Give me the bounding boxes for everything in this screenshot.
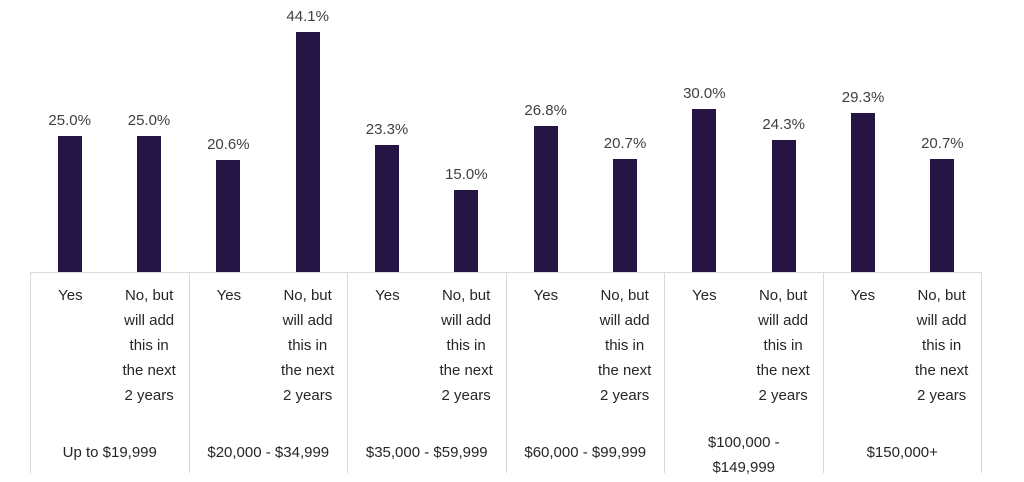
bar — [454, 190, 479, 272]
bar — [771, 139, 796, 272]
category-label-yes: Yes — [58, 287, 83, 304]
category-label-row: Yes No, but will add this in the next 2 y… — [31, 273, 189, 418]
income-group-label-wrap: $60,000 - $99,999 — [507, 418, 665, 465]
category-cell: Yes — [348, 283, 427, 418]
income-group-label-wrap: $20,000 - $34,999 — [190, 418, 348, 465]
bar-cell: 44.1% — [268, 0, 347, 272]
bar — [851, 112, 876, 272]
axis-group: Yes No, but will add this in the next 2 y… — [664, 273, 823, 476]
bar-cell: 24.3% — [744, 0, 823, 272]
income-group-label: $60,000 - $99,999 — [524, 444, 647, 461]
category-cell: No, but will add this in the next 2 year… — [902, 283, 981, 418]
category-cell: Yes — [507, 283, 586, 418]
bar — [692, 108, 717, 272]
category-cell: Yes — [190, 283, 269, 418]
category-cell: Yes — [665, 283, 744, 408]
income-group-label-wrap: $150,000+ — [824, 418, 982, 465]
data-label: 24.3% — [762, 115, 805, 133]
axis-group: Yes No, but will add this in the next 2 y… — [30, 273, 189, 473]
bar-group: 23.3% 15.0% — [347, 0, 506, 272]
category-label-yes: Yes — [692, 287, 717, 304]
category-cell: No, but will add this in the next 2 year… — [744, 283, 823, 408]
bar-cell: 25.0% — [109, 0, 188, 272]
category-label-no: No, but will add this in the next 2 year… — [756, 287, 810, 404]
category-label-no: No, but will add this in the next 2 year… — [122, 287, 176, 404]
data-label: 30.0% — [683, 84, 726, 102]
income-group-label-wrap: $100,000 - $149,999 — [665, 408, 823, 480]
category-cell: No, but will add this in the next 2 year… — [427, 283, 506, 418]
bar-group: 20.6% 44.1% — [189, 0, 348, 272]
data-label: 20.7% — [921, 135, 964, 153]
data-label: 20.7% — [603, 135, 647, 153]
bar-group: 30.0% 24.3% — [665, 0, 824, 272]
bar — [533, 126, 558, 272]
category-label-yes: Yes — [850, 287, 876, 304]
bar-group: 29.3% 20.7% — [823, 0, 982, 272]
data-label: 29.3% — [841, 88, 885, 106]
bar-cell: 25.0% — [30, 0, 109, 272]
category-cell: No, but will add this in the next 2 year… — [268, 283, 347, 418]
data-label: 44.1% — [286, 8, 329, 26]
category-label-row: Yes No, but will add this in the next 2 y… — [507, 273, 665, 418]
bar-cell: 23.3% — [347, 0, 426, 272]
data-label: 15.0% — [445, 166, 488, 184]
category-label-yes: Yes — [216, 287, 242, 304]
category-label-no: No, but will add this in the next 2 year… — [914, 287, 969, 404]
category-label-no: No, but will add this in the next 2 year… — [439, 287, 493, 404]
bar — [930, 159, 955, 272]
category-label-yes: Yes — [375, 287, 400, 304]
data-label: 25.0% — [127, 112, 171, 129]
category-cell: Yes — [31, 283, 110, 418]
income-group-label: Up to $19,999 — [62, 444, 157, 461]
axis-group: Yes No, but will add this in the next 2 y… — [188, 273, 348, 473]
bar-group: 26.8% 20.7% — [506, 0, 665, 272]
data-label: 26.8% — [524, 102, 567, 120]
income-group-label-wrap: Up to $19,999 — [31, 418, 189, 465]
axis-group: Yes No, but will add this in the next 2 y… — [505, 273, 665, 473]
bar-cell: 26.8% — [506, 0, 585, 272]
bar-cell: 20.6% — [189, 0, 268, 272]
bar — [295, 32, 320, 272]
category-label-row: Yes No, but will add this in the next 2 y… — [190, 273, 348, 418]
bar-group: 25.0% 25.0% — [30, 0, 189, 272]
income-group-label-wrap: $35,000 - $59,999 — [348, 418, 506, 465]
data-label: 23.3% — [365, 121, 409, 139]
category-label-no: No, but will add this in the next 2 year… — [280, 287, 335, 404]
x-axis-table: Yes No, but will add this in the next 2 y… — [30, 272, 982, 476]
bar — [216, 159, 241, 272]
category-cell: No, but will add this in the next 2 year… — [585, 283, 664, 418]
category-label-row: Yes No, but will add this in the next 2 y… — [665, 273, 823, 408]
bar-cell: 20.7% — [903, 0, 982, 272]
income-group-label: $100,000 - $149,999 — [707, 434, 780, 476]
data-label: 20.6% — [207, 135, 250, 153]
income-group-label: $150,000+ — [866, 444, 938, 461]
bar-cell: 29.3% — [823, 0, 902, 272]
data-label: 25.0% — [48, 112, 91, 129]
bar — [375, 145, 400, 272]
bar — [613, 159, 638, 272]
bar-cell: 20.7% — [585, 0, 664, 272]
bar — [137, 136, 162, 272]
axis-group: Yes No, but will add this in the next 2 y… — [347, 273, 506, 473]
category-label-row: Yes No, but will add this in the next 2 y… — [348, 273, 506, 418]
bar — [57, 136, 82, 272]
category-label-yes: Yes — [533, 287, 559, 304]
category-cell: No, but will add this in the next 2 year… — [110, 283, 189, 418]
bar-cell: 15.0% — [427, 0, 506, 272]
income-group-label: $20,000 - $34,999 — [207, 444, 330, 461]
bar-cell: 30.0% — [665, 0, 744, 272]
category-label-row: Yes No, but will add this in the next 2 y… — [824, 273, 982, 418]
category-label-no: No, but will add this in the next 2 year… — [597, 287, 652, 404]
plot-area: 25.0% 25.0% 20.6% 44.1% 23.3% 15.0% 26.8% 20.7%… — [30, 0, 982, 272]
category-cell: Yes — [824, 283, 903, 418]
income-group-label: $35,000 - $59,999 — [365, 444, 488, 461]
axis-group: Yes No, but will add this in the next 2 y… — [822, 273, 982, 473]
